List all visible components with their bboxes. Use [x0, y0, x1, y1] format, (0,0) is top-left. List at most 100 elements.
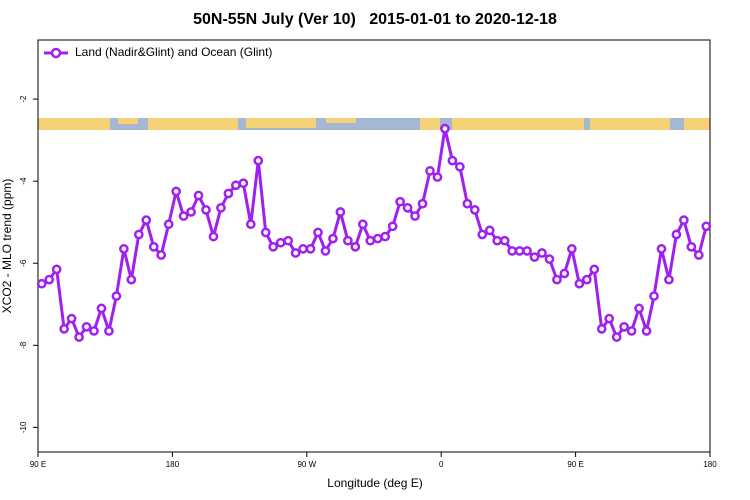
data-point	[178, 211, 189, 221]
data-point	[649, 291, 659, 301]
data-point	[380, 231, 391, 242]
data-point	[686, 241, 697, 252]
data-point	[201, 205, 211, 215]
legend-label: Land (Nadir&Glint) and Ocean (Glint)	[75, 45, 272, 59]
data-point	[148, 241, 159, 252]
data-point	[656, 244, 667, 254]
x-tick-label: 180	[703, 460, 717, 469]
data-point	[387, 221, 398, 232]
data-point	[581, 274, 592, 285]
data-point	[611, 332, 622, 342]
y-axis-label: XCO2 - MLO trend (ppm)	[0, 179, 14, 314]
data-point	[559, 268, 570, 279]
data-point	[238, 178, 249, 189]
y-tick-label: -4	[19, 177, 28, 185]
data-point	[119, 244, 129, 254]
data-point	[186, 207, 196, 217]
data-point	[231, 180, 241, 191]
data-point	[522, 246, 532, 256]
data-point	[74, 332, 84, 342]
data-point	[664, 274, 674, 285]
data-point	[305, 244, 316, 254]
data-point	[44, 274, 55, 285]
data-point	[619, 321, 629, 332]
x-tick-label: 180	[166, 460, 180, 469]
data-point	[447, 155, 458, 166]
chart-title: 50N-55N July (Ver 10) 2015-01-01 to 2020…	[193, 11, 557, 28]
x-axis-label: Longitude (deg E)	[327, 476, 422, 490]
data-point	[89, 326, 99, 336]
data-point	[425, 166, 435, 176]
data-point	[693, 250, 704, 260]
data-point	[492, 235, 503, 246]
data-point	[455, 161, 465, 172]
data-point	[328, 233, 338, 244]
data-point	[440, 123, 450, 134]
data-point	[477, 229, 488, 240]
data-point	[141, 215, 152, 225]
data-point	[126, 274, 137, 285]
data-point	[253, 155, 264, 166]
data-point	[36, 278, 47, 289]
data-point	[66, 313, 77, 324]
data-point	[343, 235, 353, 246]
data-point	[671, 229, 682, 240]
x-tick-label: 90 E	[30, 460, 46, 469]
data-point	[171, 186, 181, 197]
data-point	[507, 246, 517, 256]
data-point	[51, 264, 62, 275]
data-point	[350, 241, 361, 252]
data-point	[216, 202, 226, 213]
y-tick-label: -2	[19, 95, 28, 103]
data-point	[290, 248, 301, 258]
data-point	[156, 250, 167, 260]
data-point	[410, 211, 420, 221]
data-point	[395, 196, 405, 207]
data-point	[313, 227, 323, 238]
data-point	[372, 233, 383, 244]
data-point	[589, 264, 600, 275]
data-point	[604, 313, 615, 324]
data-point	[552, 274, 562, 285]
data-point	[417, 198, 428, 209]
data-point	[537, 248, 547, 258]
data-point	[357, 219, 368, 230]
data-point	[335, 207, 346, 217]
data-point	[514, 246, 525, 256]
data-point	[223, 188, 234, 199]
legend-marker	[50, 47, 62, 59]
data-point	[163, 219, 174, 230]
data-point	[133, 229, 144, 240]
y-tick-label: -8	[19, 341, 28, 349]
data-point	[193, 190, 204, 201]
data-point	[268, 241, 279, 252]
data-point	[245, 219, 256, 230]
data-point	[634, 303, 644, 314]
data-point	[104, 326, 114, 336]
data-point	[298, 244, 308, 254]
data-point	[574, 278, 585, 289]
x-tick-label: 0	[439, 460, 444, 469]
data-point	[260, 227, 271, 238]
x-tick-label: 90 W	[297, 460, 316, 469]
data-point	[365, 235, 376, 246]
data-point	[544, 254, 555, 264]
data-point	[208, 231, 219, 242]
data-point	[641, 326, 652, 336]
data-point	[469, 205, 480, 215]
data-point	[679, 215, 689, 225]
data-point	[81, 321, 92, 332]
data-point	[275, 237, 286, 248]
data-point	[432, 172, 443, 182]
data-point	[567, 244, 577, 254]
y-tick-label: -6	[19, 259, 28, 267]
data-point	[402, 202, 413, 213]
plot-frame	[37, 39, 711, 453]
data-point	[283, 235, 293, 246]
data-point	[626, 326, 637, 336]
data-point	[499, 235, 510, 246]
data-point	[320, 246, 331, 256]
data-point	[529, 252, 540, 262]
data-point	[701, 221, 712, 232]
